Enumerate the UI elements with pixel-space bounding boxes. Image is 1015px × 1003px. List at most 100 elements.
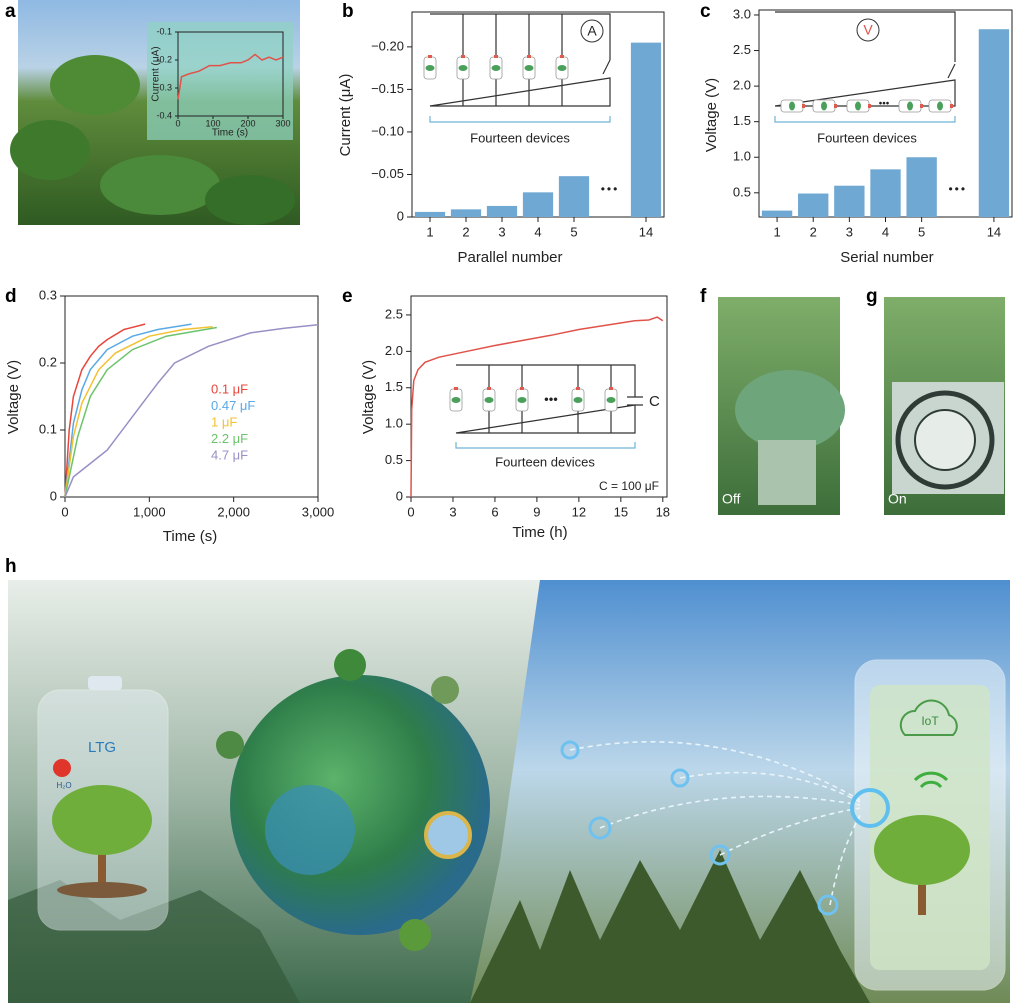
y-tick-label: −0.10 (371, 123, 404, 138)
y-tick-label: -0.3 (156, 82, 172, 92)
series-line (64, 323, 192, 498)
x-tick-label: 6 (491, 504, 498, 519)
y-tick-label: 0.5 (733, 184, 751, 199)
inset-caption: Fourteen devices (817, 130, 917, 145)
battery-label: LTG (88, 739, 116, 756)
x-tick-label: 0 (407, 504, 414, 519)
bar (522, 192, 554, 217)
device (928, 99, 954, 113)
node (670, 768, 690, 788)
node (560, 740, 580, 760)
ammeter (580, 19, 604, 43)
x-tick-label: 3 (846, 224, 853, 239)
panel-label: h (5, 556, 17, 577)
node (817, 894, 839, 916)
battery-cap (88, 676, 122, 690)
legend-entry: 0.47 μF (211, 398, 255, 413)
y-tick-label: 0.3 (39, 287, 57, 302)
legend-entry: 1 μF (211, 414, 237, 429)
series-line (177, 53, 284, 100)
y-tick-label: 0 (397, 208, 404, 223)
bracket (455, 442, 636, 449)
series-line (64, 326, 217, 498)
device (423, 54, 437, 80)
panel-label: d (5, 286, 17, 307)
device (898, 99, 924, 113)
x-tick-label: 4 (534, 224, 541, 239)
x-tick-label: 9 (533, 504, 540, 519)
inset-caption: Fourteen devices (495, 454, 595, 469)
y-tick-label: -0.2 (156, 54, 172, 64)
cloud-label: IoT (921, 714, 939, 728)
inset-caption: Fourteen devices (470, 130, 570, 145)
y-axis-title: Current (μA) (337, 74, 354, 157)
y-tick-label: −0.20 (371, 38, 404, 53)
tree (216, 731, 244, 759)
y-tick-label: 0.2 (39, 354, 57, 369)
x-tick-label: 0 (61, 504, 68, 519)
canopy (52, 785, 152, 855)
molecule (53, 759, 71, 777)
y-axis-title: Voltage (V) (360, 360, 377, 434)
x-tick-label: 5 (918, 224, 925, 239)
switch (602, 59, 611, 75)
x-tick-label: 2,000 (217, 504, 250, 519)
x-axis-title: Serial number (840, 249, 933, 266)
ellipsis: ••• (879, 99, 890, 110)
tree (399, 919, 431, 951)
y-axis-title: Voltage (V) (703, 78, 720, 152)
bar (558, 176, 590, 217)
gap-label: ••• (601, 182, 620, 196)
tree (334, 649, 366, 681)
y-tick-label: 3.0 (733, 6, 751, 21)
signal-link (569, 741, 863, 906)
x-tick-label: 200 (240, 118, 255, 128)
legend-entry: 4.7 μF (211, 447, 248, 462)
x-tick-label: 14 (639, 224, 653, 239)
x-tick-label: 4 (882, 224, 889, 239)
photo-label: Off (722, 491, 741, 507)
bar (798, 193, 829, 217)
ocean (265, 785, 355, 875)
y-tick-label: 2.0 (385, 343, 403, 358)
y-tick-label: 0.1 (39, 421, 57, 436)
wifi (913, 771, 949, 789)
series-line (410, 316, 664, 498)
device (449, 386, 463, 412)
y-tick-label: 0 (50, 488, 57, 503)
y-tick-label: 0.5 (385, 452, 403, 467)
panel-label: e (342, 286, 353, 307)
device (489, 54, 503, 80)
forest (470, 850, 870, 1003)
bar (486, 205, 518, 217)
bar (630, 42, 662, 217)
bracket (774, 116, 956, 123)
leaf (100, 155, 220, 215)
y-axis-title: Voltage (V) (5, 360, 22, 434)
canopy (874, 815, 970, 885)
x-axis-title: Time (s) (163, 528, 217, 545)
logo (914, 409, 976, 471)
device (555, 54, 569, 80)
leaf (205, 175, 295, 225)
x-tick-label: 14 (987, 224, 1001, 239)
device (604, 386, 618, 412)
panel-label: a (5, 1, 16, 22)
device (456, 54, 470, 80)
meter-label: A (587, 23, 597, 39)
panel-label: b (342, 1, 354, 22)
plot-frame (410, 295, 668, 498)
globe (230, 675, 490, 935)
annotation: C = 100 μF (599, 479, 659, 493)
hub (850, 788, 890, 828)
device (812, 99, 838, 113)
panel-label: f (700, 286, 707, 307)
trunk (918, 870, 926, 915)
device (515, 386, 529, 412)
bar (450, 209, 482, 217)
magnifier (424, 811, 472, 859)
leaf (10, 120, 90, 180)
x-tick-label: 0 (175, 118, 180, 128)
bar (834, 185, 865, 217)
